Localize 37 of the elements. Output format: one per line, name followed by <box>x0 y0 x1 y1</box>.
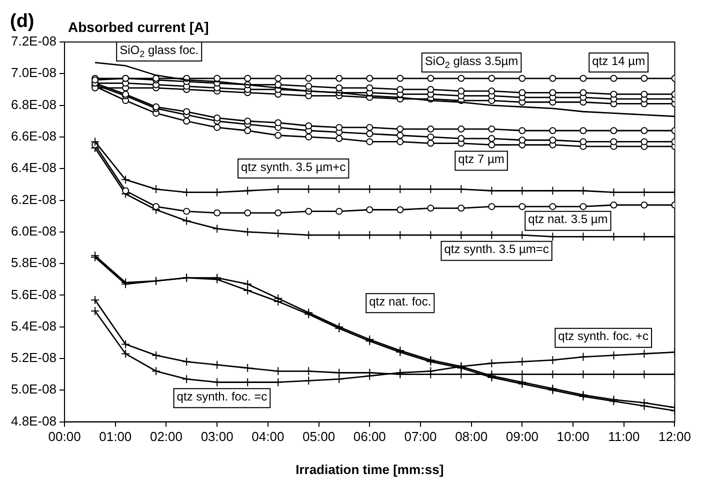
annotation: qtz synth. 3.5 µm=c <box>444 242 549 256</box>
x-tick-label: 05:00 <box>302 429 336 444</box>
x-tick-label: 12:00 <box>658 429 692 444</box>
text: (d) <box>10 11 34 32</box>
y-tick-label: 5.2E-08 <box>10 350 57 366</box>
y-tick-label: 6.6E-08 <box>10 128 57 144</box>
y-tick-label: 6.2E-08 <box>10 192 57 207</box>
annotation: qtz synth. foc. +c <box>558 329 649 344</box>
x-tick-label: 06:00 <box>353 429 386 444</box>
x-tick-label: 04:00 <box>252 429 284 444</box>
y-tick-label: 4.8E-08 <box>10 413 57 428</box>
x-tick-label: 09:00 <box>506 429 538 444</box>
x-tick-label: 00:00 <box>48 429 81 444</box>
annotation: qtz 7 µm <box>458 152 504 166</box>
chart-title: Absorbed current [A] <box>68 18 209 35</box>
x-tick-label: 03:00 <box>200 429 234 444</box>
x-tick-label: 11:00 <box>608 429 640 444</box>
y-tick-label: 6.8E-08 <box>10 96 57 112</box>
x-tick-label: 10:00 <box>556 429 590 444</box>
annotation: qtz nat. 3.5 µm <box>528 212 608 226</box>
x-tick-label: 02:00 <box>150 429 183 444</box>
y-tick-label: 5.4E-08 <box>10 318 57 334</box>
annotation: qtz nat. foc. <box>369 294 432 308</box>
annotation: qtz synth. 3.5 µm+c <box>241 160 346 174</box>
y-tick-label: 5.6E-08 <box>10 286 57 302</box>
y-tick-label: 5.8E-08 <box>10 255 57 270</box>
y-tick-label: 5.0E-08 <box>10 382 57 397</box>
y-tick-label: 7.0E-08 <box>10 65 57 80</box>
x-tick-label: 01:00 <box>99 429 132 444</box>
x-tick-label: 07:00 <box>404 429 437 444</box>
annotation: qtz synth. foc. =c <box>176 389 268 404</box>
y-tick-label: 6.0E-08 <box>10 223 57 238</box>
y-tick-label: 6.4E-08 <box>10 160 57 176</box>
y-tick-label: 7.2E-08 <box>10 34 57 49</box>
x-tick-label: 08:00 <box>455 429 488 444</box>
x-axis-title: Irradiation time [mm:ss] <box>296 462 444 477</box>
annotation: qtz 14 µm <box>592 54 646 68</box>
